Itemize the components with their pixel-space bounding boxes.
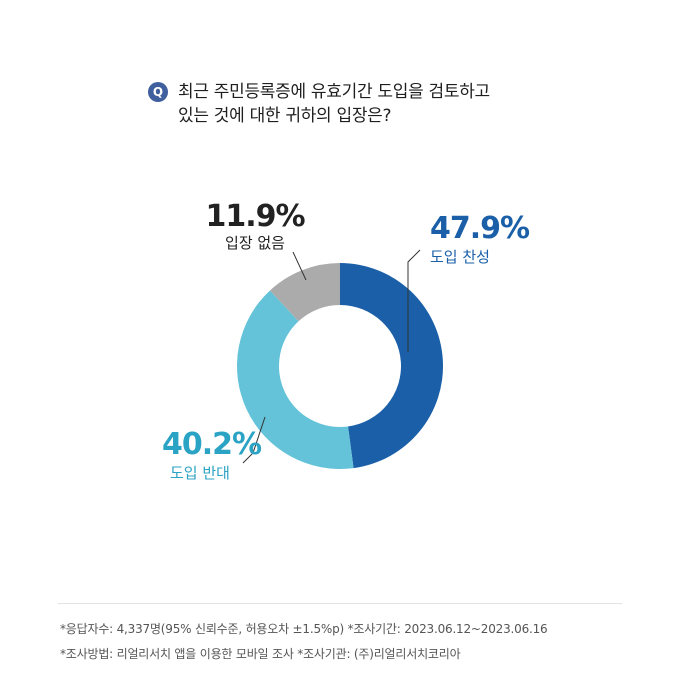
leader-line-support — [407, 249, 421, 352]
slice-labels: 47.9% 도입 찬성 40.2% 도입 반대 11.9%입장 없음 — [162, 199, 531, 482]
donut-chart: 47.9% 도입 찬성 40.2% 도입 반대 11.9%입장 없음 — [162, 199, 531, 482]
question-line-2: 있는 것에 대한 귀하의 입장은? — [178, 106, 392, 126]
slice-support — [340, 263, 443, 469]
category-label-support: 도입 찬성 — [430, 248, 490, 266]
leader-line-none — [292, 251, 307, 281]
leader-line-oppose — [242, 416, 266, 464]
footnote-2: *조사방법: 리얼리서치 앱을 이용한 모바일 조사 *조사기관: (주)리얼리… — [60, 647, 461, 661]
pct-label-support: 47.9% — [430, 211, 530, 246]
question-text: 최근 주민등록증에 유효기간 도입을 검토하고 있는 것에 대한 귀하의 입장은… — [178, 80, 608, 128]
category-label-none: 입장 없음 — [225, 234, 285, 252]
donut-slices — [237, 263, 443, 469]
leader-lines — [242, 249, 421, 464]
category-label-oppose: 도입 반대 — [170, 464, 230, 482]
slice-oppose — [237, 290, 354, 469]
question-line-1: 최근 주민등록증에 유효기간 도입을 검토하고 — [178, 82, 490, 102]
survey-question: Q 최근 주민등록증에 유효기간 도입을 검토하고 있는 것에 대한 귀하의 입… — [148, 80, 608, 128]
q-badge-icon: Q — [148, 82, 168, 102]
footer-divider — [58, 603, 622, 604]
footnote-1: *응답자수: 4,337명(95% 신뢰수준, 허용오차 ±1.5%p) *조사… — [60, 622, 548, 636]
pct-label-none: 11.9% — [205, 199, 305, 234]
slice-none — [269, 263, 340, 322]
footnotes: *응답자수: 4,337명(95% 신뢰수준, 허용오차 ±1.5%p) *조사… — [60, 617, 548, 667]
pct-label-oppose: 40.2% — [162, 427, 262, 462]
